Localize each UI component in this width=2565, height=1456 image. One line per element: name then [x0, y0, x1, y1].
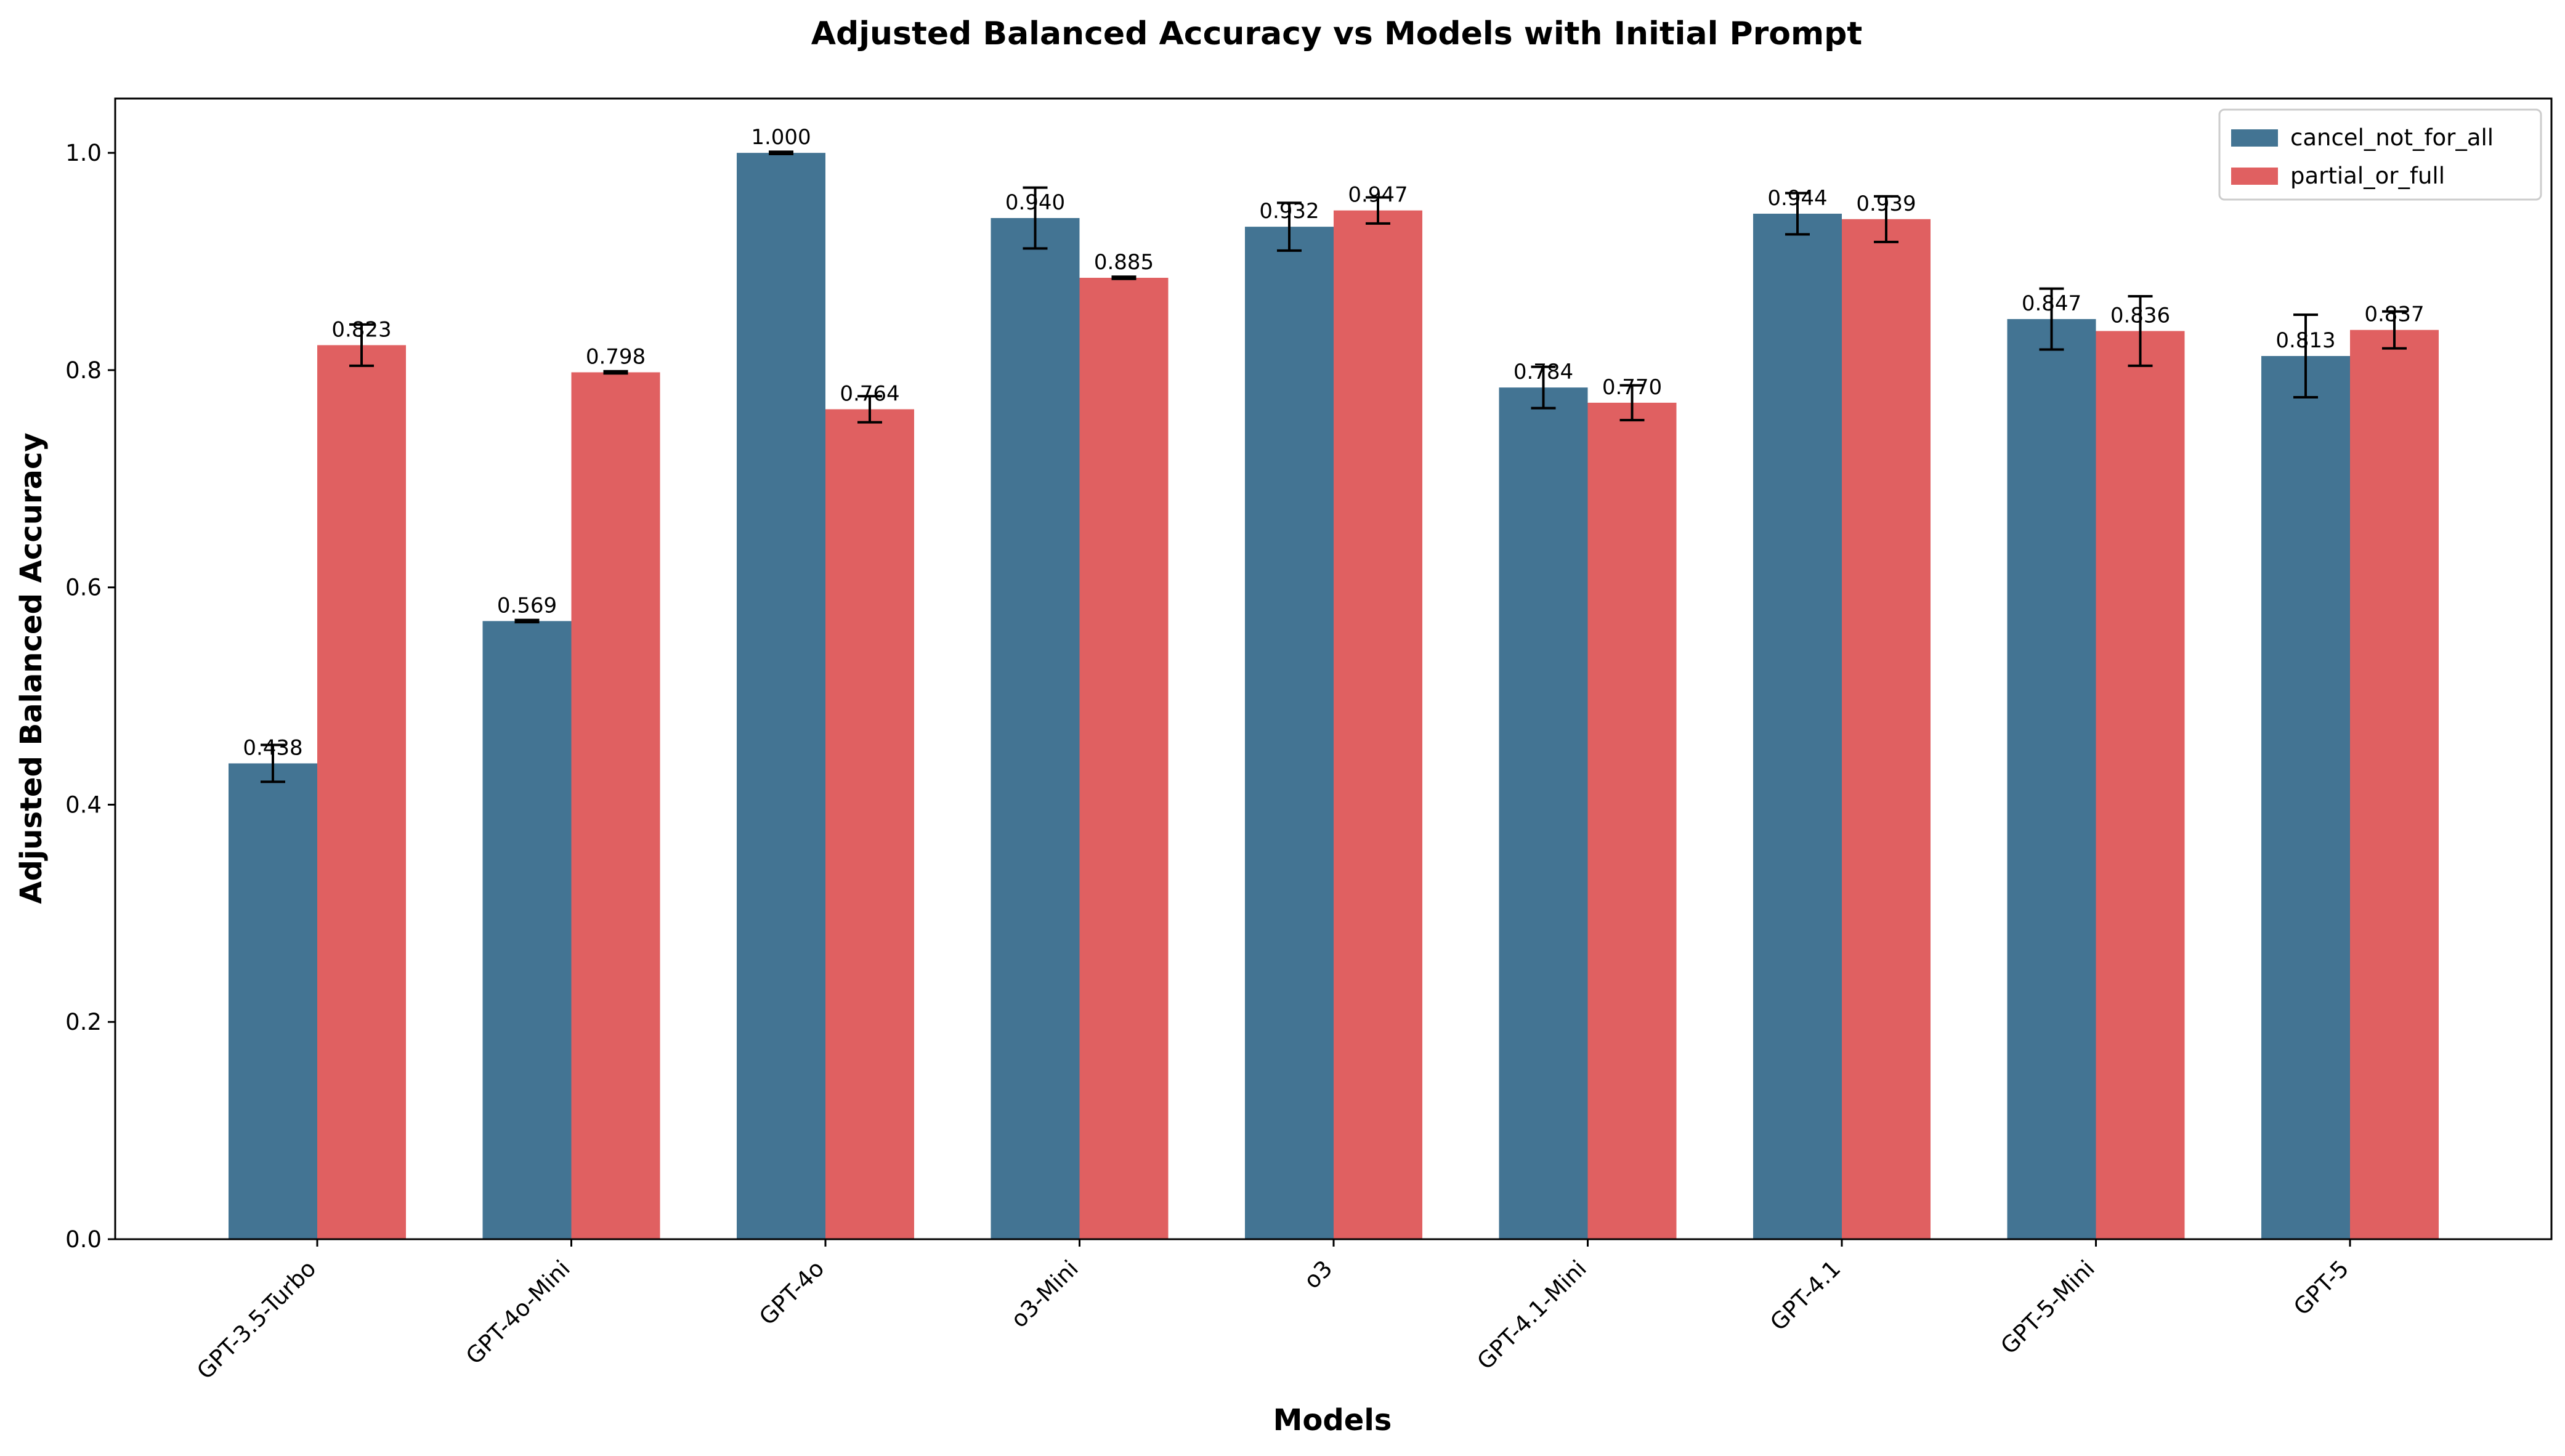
x-tick-label: GPT-4.1-Mini — [1472, 1255, 1592, 1375]
data-label: 0.770 — [1602, 375, 1662, 400]
data-label: 0.813 — [2275, 328, 2335, 353]
legend-label: cancel_not_for_all — [2290, 124, 2494, 151]
data-label: 0.784 — [1513, 360, 1573, 384]
x-tick-label: GPT-3.5-Turbo — [192, 1255, 321, 1385]
y-tick-label: 0.2 — [65, 1009, 102, 1035]
y-axis-label: Adjusted Balanced Accuracy — [14, 432, 49, 904]
data-label: 0.764 — [840, 381, 899, 406]
bar-cancel-not-for-all — [1499, 387, 1588, 1239]
bar-partial-or-full — [1334, 210, 1422, 1240]
bar-partial-or-full — [1587, 402, 1677, 1239]
y-tick-label: 0.8 — [65, 357, 102, 384]
data-label: 0.932 — [1259, 199, 1319, 224]
x-tick-label: GPT-5 — [2288, 1255, 2354, 1321]
legend-box — [2218, 108, 2542, 201]
x-tick-label: GPT-4o — [754, 1255, 829, 1330]
x-tick-label: GPT-5-Mini — [1996, 1255, 2100, 1359]
legend-swatch — [2231, 168, 2278, 185]
chart-title: Adjusted Balanced Accuracy vs Models wit… — [811, 15, 1863, 52]
bar-partial-or-full — [317, 345, 406, 1239]
data-label: 0.885 — [1094, 250, 1154, 275]
data-label: 0.836 — [2110, 303, 2170, 328]
bar-partial-or-full — [825, 409, 914, 1240]
bar-cancel-not-for-all — [2007, 319, 2096, 1239]
bar-cancel-not-for-all — [2261, 356, 2350, 1239]
y-tick-label: 0.4 — [65, 791, 102, 818]
data-label: 0.944 — [1767, 186, 1827, 211]
bar-partial-or-full — [2096, 331, 2185, 1239]
data-label: 0.438 — [243, 735, 302, 760]
data-label: 0.823 — [331, 317, 391, 342]
bar-partial-or-full — [1079, 278, 1169, 1239]
x-tick-label: o3-Mini — [1006, 1255, 1084, 1333]
x-tick-label: GPT-4o-Mini — [461, 1255, 575, 1370]
legend-swatch — [2231, 129, 2278, 147]
data-label: 0.847 — [2022, 291, 2081, 316]
bar-cancel-not-for-all — [482, 621, 572, 1239]
x-tick-label: GPT-4.1 — [1765, 1255, 1846, 1336]
bar-partial-or-full — [571, 372, 660, 1239]
bar-cancel-not-for-all — [737, 153, 825, 1240]
legend: cancel_not_for_all partial_or_full — [2218, 108, 2542, 201]
bar-partial-or-full — [2350, 330, 2439, 1239]
bar-cancel-not-for-all — [1245, 227, 1334, 1239]
y-tick-label: 0.6 — [65, 575, 102, 601]
plot-area: 0.438 0.569 1.000 0.940 0.932 0.784 0.944 0.847… — [65, 97, 2553, 1385]
data-label: 0.940 — [1005, 190, 1065, 215]
legend-label: partial_or_full — [2290, 163, 2445, 189]
data-label: 0.569 — [497, 593, 557, 618]
bar-cancel-not-for-all — [991, 218, 1080, 1239]
data-label: 0.798 — [586, 344, 646, 369]
x-axis-label: Models — [1273, 1403, 1392, 1438]
data-label: 0.947 — [1348, 183, 1408, 208]
bar-cancel-not-for-all — [229, 763, 317, 1239]
data-label: 1.000 — [751, 125, 811, 150]
y-tick-label: 0.0 — [65, 1226, 102, 1253]
data-label: 0.837 — [2364, 302, 2424, 327]
bar-cancel-not-for-all — [1753, 213, 1842, 1239]
x-tick-label: o3 — [1299, 1255, 1337, 1294]
bar-partial-or-full — [1842, 219, 1931, 1240]
data-label: 0.939 — [1856, 192, 1916, 216]
y-tick-label: 1.0 — [65, 140, 102, 166]
